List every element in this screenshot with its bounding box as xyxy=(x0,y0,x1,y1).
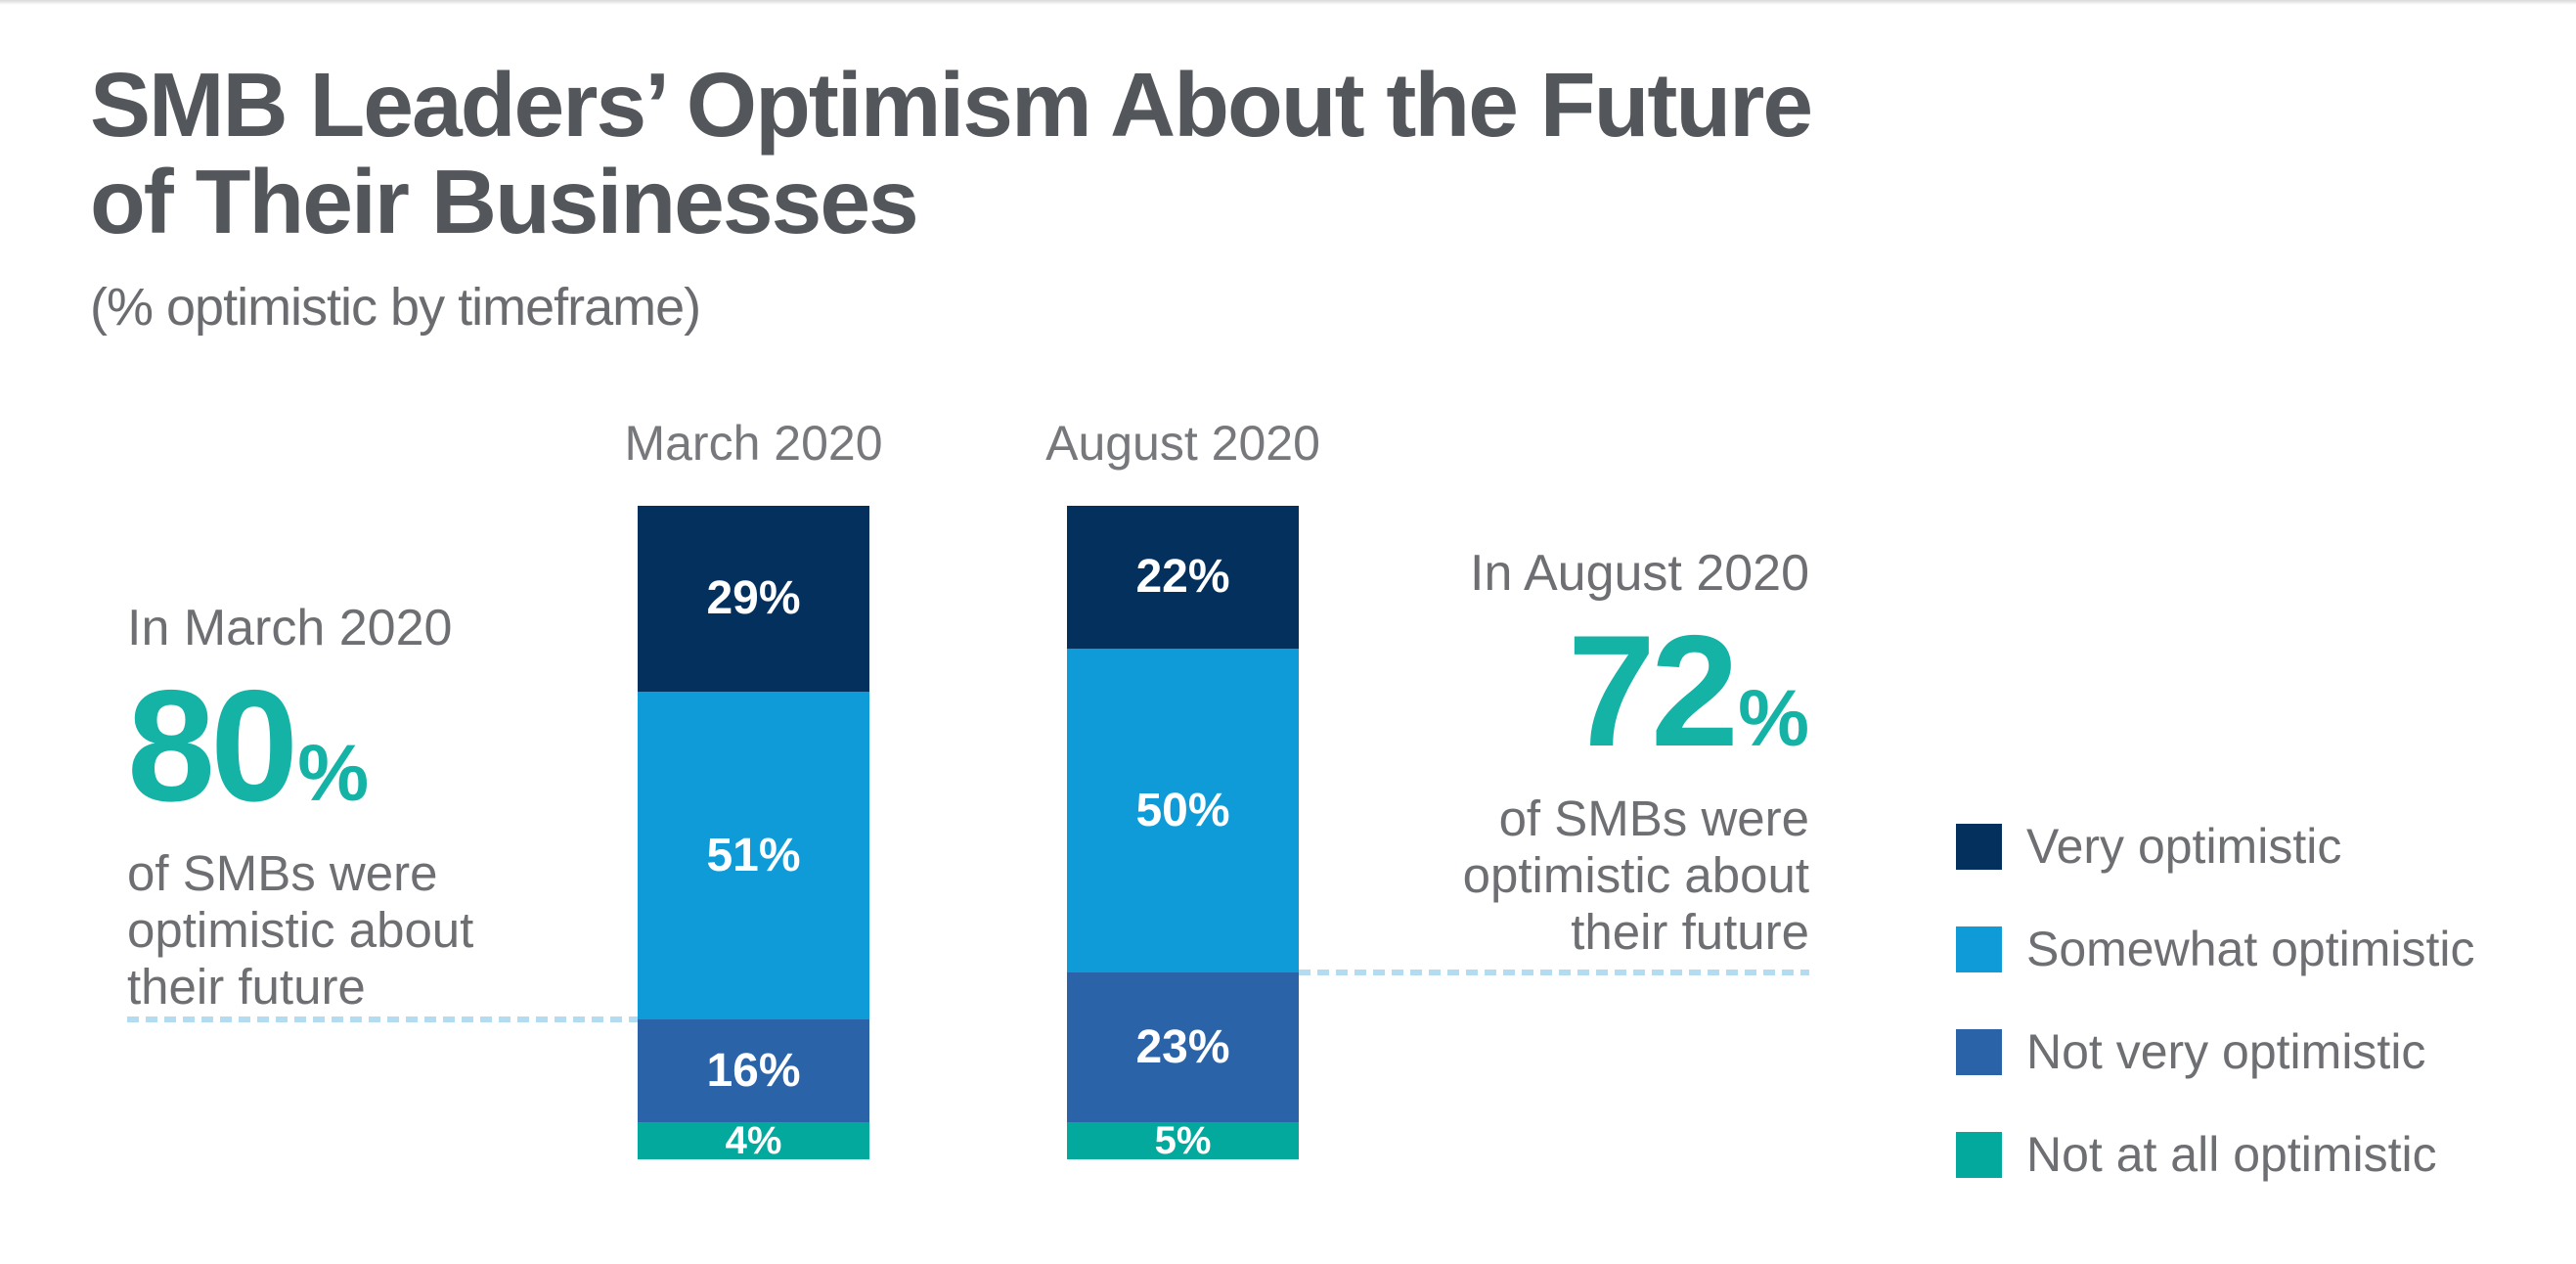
bar-segment-value: 5% xyxy=(1154,1119,1212,1162)
legend-label: Not at all optimistic xyxy=(2026,1127,2437,1182)
legend-swatch-very-optimistic xyxy=(1956,823,2002,870)
chart-subtitle: (% optimistic by timeframe) xyxy=(90,278,701,337)
bar-segment-value: 22% xyxy=(1135,550,1230,603)
annotation-march: In March 2020 80% of SMBs were optimisti… xyxy=(127,599,616,1016)
annotation-march-number: 80 xyxy=(127,657,298,835)
bar-segment-not-at-all-optimistic: 4% xyxy=(638,1119,869,1162)
legend-label: Not very optimistic xyxy=(2026,1024,2426,1079)
top-edge-shadow xyxy=(0,0,2576,5)
legend-item-not-very-optimistic: Not very optimistic xyxy=(1956,1023,2475,1080)
dashed-leader-line-august xyxy=(1299,970,1809,975)
legend-label: Somewhat optimistic xyxy=(2026,922,2475,976)
legend-item-very-optimistic: Very optimistic xyxy=(1956,818,2475,875)
bar-segment-somewhat-optimistic: 50% xyxy=(1067,648,1299,973)
legend-swatch-not-at-all-optimistic xyxy=(1956,1131,2002,1178)
stacked-bar-march-2020: 29% 51% 16% 4% xyxy=(638,506,869,1162)
legend-swatch-somewhat-optimistic xyxy=(1956,925,2002,972)
chart-title: SMB Leaders’ Optimism About the Future o… xyxy=(90,54,1813,252)
annotation-august-value: 72% xyxy=(1320,612,1809,771)
legend-item-somewhat-optimistic: Somewhat optimistic xyxy=(1956,921,2475,977)
annotation-march-value: 80% xyxy=(127,667,616,826)
bar-segment-value: 29% xyxy=(706,572,801,625)
annotation-august-number: 72 xyxy=(1567,603,1739,780)
annotation-august-intro: In August 2020 xyxy=(1470,545,1809,602)
bar-segment-value: 4% xyxy=(725,1119,782,1162)
bar-segment-somewhat-optimistic: 51% xyxy=(638,692,869,1019)
legend: Very optimistic Somewhat optimistic Not ve… xyxy=(1956,818,2475,1229)
annotation-march-body: of SMBs were optimistic about their futu… xyxy=(127,844,474,1016)
bar-segment-not-at-all-optimistic: 5% xyxy=(1067,1119,1299,1162)
bar-segment-value: 23% xyxy=(1135,1020,1230,1073)
annotation-march-intro: In March 2020 xyxy=(127,600,453,656)
bar-segment-not-very-optimistic: 16% xyxy=(638,1019,869,1122)
dashed-leader-line-march xyxy=(127,1016,638,1022)
legend-swatch-not-very-optimistic xyxy=(1956,1028,2002,1075)
stacked-bar-august-2020: 22% 50% 23% 5% xyxy=(1067,506,1299,1162)
column-label-august-2020: August 2020 xyxy=(1045,416,1320,471)
bar-segment-value: 50% xyxy=(1135,784,1230,836)
bar-segment-value: 16% xyxy=(706,1044,801,1097)
annotation-august-body: of SMBs were optimistic about their futu… xyxy=(1462,790,1809,961)
bar-segment-not-very-optimistic: 23% xyxy=(1067,972,1299,1122)
column-label-march-2020: March 2020 xyxy=(624,416,883,471)
bar-segment-very-optimistic: 22% xyxy=(1067,506,1299,649)
bar-segment-value: 51% xyxy=(706,829,801,881)
annotation-august: In August 2020 72% of SMBs were optimist… xyxy=(1320,544,1809,961)
legend-label: Very optimistic xyxy=(2026,819,2342,874)
bar-segment-very-optimistic: 29% xyxy=(638,506,869,693)
annotation-august-percent-sign: % xyxy=(1738,674,1809,763)
legend-item-not-at-all-optimistic: Not at all optimistic xyxy=(1956,1126,2475,1183)
annotation-march-percent-sign: % xyxy=(297,729,370,818)
